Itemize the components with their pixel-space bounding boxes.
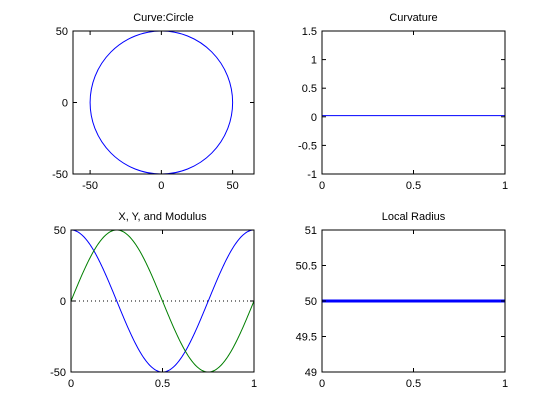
axes-title: X, Y, and Modulus [118, 211, 207, 223]
axes-ax4: 0 0.5 1 49 49.5 50 50.5 51 Local Radius [296, 211, 508, 390]
y-tick-label: 49 [305, 367, 317, 379]
y-tick-label: 50 [56, 26, 68, 38]
x-tick-label: 0 [319, 378, 325, 390]
y-tick-label: 0 [60, 296, 66, 308]
y-tick-label: -0.5 [298, 140, 317, 152]
y-tick-label: 50.5 [296, 261, 317, 273]
x-tick-label: -50 [82, 180, 98, 192]
x-tick-label: 0.5 [406, 180, 421, 192]
y-tick-label: -50 [50, 367, 66, 379]
x-tick-label: 1 [502, 378, 508, 390]
x-tick-label: 0 [68, 378, 74, 390]
y-tick-label: 50 [54, 225, 66, 237]
y-tick-label: 1.5 [302, 26, 317, 38]
x-tick-label: 0.5 [406, 378, 421, 390]
series-group [71, 230, 254, 372]
y-tick-label: 0.5 [302, 83, 317, 95]
axes-title: Curvature [389, 12, 437, 24]
y-tick-label: 49.5 [296, 332, 317, 344]
axes-title: Curve:Circle [133, 12, 194, 24]
x-tick-label: 0 [319, 180, 325, 192]
axes-ax1: -50 0 50 -50 0 50 Curve:Circle [52, 12, 255, 192]
x-tick-label: 0 [158, 180, 164, 192]
axes-title: Local Radius [382, 211, 446, 223]
series-line-0 [89, 31, 234, 174]
series-group [89, 31, 234, 174]
axes-box [72, 30, 255, 175]
y-tick-label: -1 [307, 169, 317, 181]
x-tick-label: 50 [226, 180, 238, 192]
y-tick-label: 50 [305, 296, 317, 308]
y-tick-label: 51 [305, 225, 317, 237]
series-line-1 [71, 230, 254, 372]
axes-ax2: 0 0.5 1 -1 -0.5 0 0.5 1 1.5 Curvature [298, 12, 508, 192]
series-line-0 [71, 230, 254, 372]
y-tick-label: 0 [62, 98, 68, 110]
y-tick-label: 0 [311, 112, 317, 124]
x-tick-label: 1 [251, 378, 257, 390]
axes-box [321, 30, 506, 175]
x-tick-label: 1 [502, 180, 508, 192]
x-tick-label: 0.5 [155, 378, 170, 390]
y-tick-label: -50 [52, 169, 68, 181]
y-tick-label: 1 [311, 55, 317, 67]
